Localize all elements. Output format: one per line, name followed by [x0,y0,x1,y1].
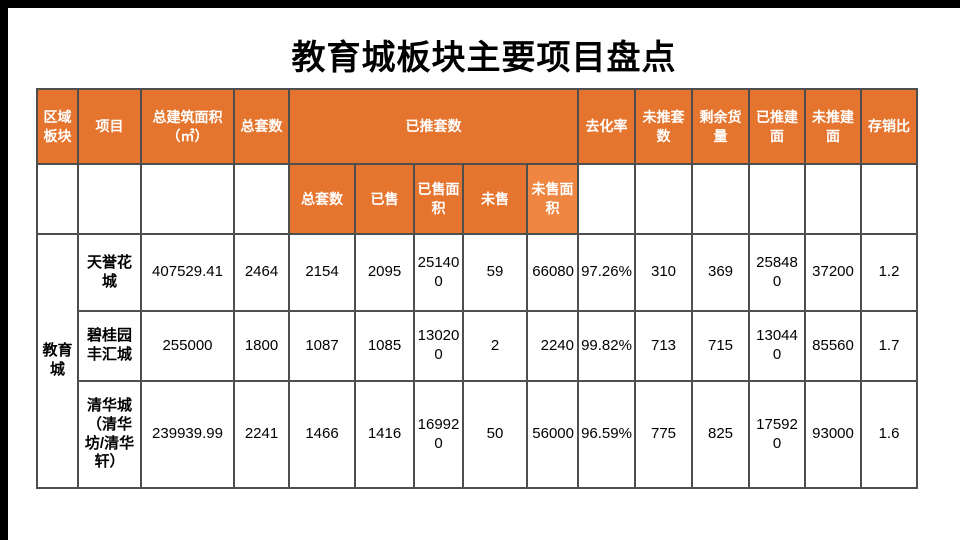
sold-cell: 2095 [354,233,415,312]
launched-area-cell: 175920 [748,380,806,489]
subcol-header-unsold: 未售 [462,163,528,235]
region-cell: 教育城 [36,233,79,489]
launched-units-cell: 2154 [288,233,356,312]
sold-cell: 1416 [354,380,415,489]
header-spacer-cell [804,163,862,235]
col-header-remaining-stock: 剩余货量 [691,88,750,165]
header-row-1: 区域板块 项目 总建筑面积（㎡） 总套数 已推套数 去化率 未推套数 剩余货量 … [36,88,918,165]
subcol-header-total-units: 总套数 [288,163,356,235]
launched-units-cell: 1087 [288,310,356,382]
sold-cell: 1085 [354,310,415,382]
col-header-region: 区域板块 [36,88,79,165]
total-area-cell: 239939.99 [140,380,235,489]
absorption-rate-cell: 97.26% [577,233,636,312]
sold-area-cell: 251400 [413,233,464,312]
col-header-project: 项目 [77,88,142,165]
header-row-2: 总套数 已售 已售面积 未售 未售面积 [36,163,918,235]
unlaunched-area-cell: 37200 [804,233,862,312]
col-header-unlaunched-area: 未推建面 [804,88,862,165]
col-header-absorption-rate: 去化率 [577,88,636,165]
table-row: 教育城 天誉花城 407529.41 2464 2154 2095 251400… [36,233,918,489]
remaining-stock-cell: 715 [691,310,750,382]
header-spacer-cell [140,163,235,235]
slide-canvas: 教育城板块主要项目盘点 区域板块 项目 总建筑面积（㎡） 总套数 已推套数 去化… [8,8,960,540]
project-name-cell: 清华城（清华坊/清华轩） [77,380,142,489]
col-header-unlaunched-units: 未推套数 [634,88,693,165]
unsold-cell: 2 [462,310,528,382]
stock-sales-ratio-cell: 1.2 [860,233,918,312]
unsold-area-cell: 66080 [526,233,579,312]
total-area-cell: 255000 [140,310,235,382]
total-units-cell: 2464 [233,233,290,312]
stock-sales-ratio-cell: 1.6 [860,380,918,489]
col-header-total-units: 总套数 [233,88,290,165]
unsold-cell: 50 [462,380,528,489]
header-spacer-cell [634,163,693,235]
sold-area-cell: 169920 [413,380,464,489]
project-name-cell: 碧桂园丰汇城 [77,310,142,382]
col-header-launched-area: 已推建面 [748,88,806,165]
subcol-header-unsold-area: 未售面积 [526,163,579,235]
stock-sales-ratio-cell: 1.7 [860,310,918,382]
header-spacer-cell [748,163,806,235]
total-units-cell: 1800 [233,310,290,382]
total-units-cell: 2241 [233,380,290,489]
table-row: 清华城（清华坊/清华轩） 239939.99 2241 1466 1416 16… [37,380,918,489]
unsold-area-cell: 2240 [526,310,579,382]
col-header-stock-sales-ratio: 存销比 [860,88,918,165]
unsold-area-cell: 56000 [526,380,579,489]
col-header-total-area: 总建筑面积（㎡） [140,88,235,165]
col-header-launched-units-group: 已推套数 [288,88,579,165]
subcol-header-sold: 已售 [354,163,415,235]
header-spacer-cell [860,163,918,235]
slide-title: 教育城板块主要项目盘点 [291,39,677,77]
unlaunched-units-cell: 713 [634,310,693,382]
table-row: 碧桂园丰汇城 255000 1800 1087 1085 130200 2 22… [37,310,918,382]
launched-area-cell: 258480 [748,233,806,312]
sold-area-cell: 130200 [413,310,464,382]
absorption-rate-cell: 96.59% [577,380,636,489]
header-spacer-cell [36,163,79,235]
header-spacer-cell [77,163,142,235]
remaining-stock-cell: 825 [691,380,750,489]
project-name-cell: 天誉花城 [77,233,142,312]
unsold-cell: 59 [462,233,528,312]
launched-units-cell: 1466 [288,380,356,489]
unlaunched-area-cell: 93000 [804,380,862,489]
header-spacer-cell [233,163,290,235]
header-spacer-cell [691,163,750,235]
unlaunched-units-cell: 775 [634,380,693,489]
launched-area-cell: 130440 [748,310,806,382]
projects-table: 区域板块 项目 总建筑面积（㎡） 总套数 已推套数 去化率 未推套数 剩余货量 … [36,88,918,489]
total-area-cell: 407529.41 [140,233,235,312]
absorption-rate-cell: 99.82% [577,310,636,382]
unlaunched-units-cell: 310 [634,233,693,312]
header-spacer-cell [577,163,636,235]
unlaunched-area-cell: 85560 [804,310,862,382]
remaining-stock-cell: 369 [691,233,750,312]
subcol-header-sold-area: 已售面积 [413,163,464,235]
